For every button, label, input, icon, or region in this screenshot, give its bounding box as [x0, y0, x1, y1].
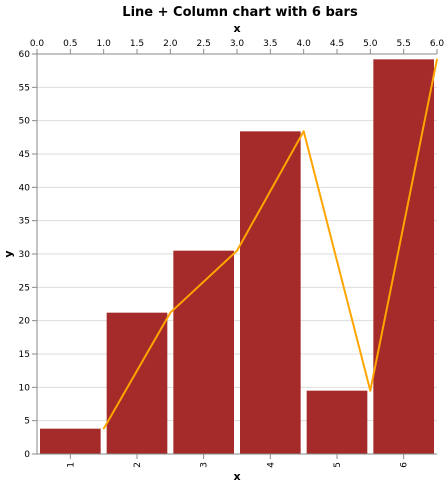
line-point-4	[369, 389, 372, 392]
y-tick-label-12: 60	[19, 50, 31, 60]
line-series	[102, 59, 438, 430]
y-tick-label-3: 15	[19, 350, 30, 360]
y-tick-label-1: 5	[24, 417, 30, 427]
line-layer	[102, 58, 438, 430]
top-x-tick-label-8: 4.0	[297, 39, 312, 49]
top-x-tick-label-11: 5.5	[397, 39, 411, 49]
line-point-3	[302, 130, 305, 133]
top-x-tick-label-3: 1.5	[130, 39, 144, 49]
y-tick-label-10: 50	[19, 117, 31, 127]
bottom-x-tick-label-2: 2	[133, 462, 143, 468]
y-tick-label-7: 35	[19, 217, 30, 227]
bottom-x-tick-label-5: 5	[333, 462, 343, 468]
y-axis-title: y	[2, 250, 15, 257]
top-x-tick-label-7: 3.5	[263, 39, 277, 49]
top-x-tick-label-6: 3.0	[230, 39, 245, 49]
y-tick-label-8: 40	[19, 183, 31, 193]
bar-4	[240, 131, 301, 455]
top-x-tick-label-4: 2.0	[163, 39, 178, 49]
y-tick-label-5: 25	[19, 283, 30, 293]
y-tick-label-6: 30	[19, 250, 31, 260]
y-tick-label-0: 0	[24, 450, 30, 460]
top-x-tick-label-1: 0.5	[63, 39, 77, 49]
line-point-2	[236, 249, 238, 252]
y-tick-label-11: 55	[19, 83, 30, 93]
bottom-x-axis-title: x	[233, 470, 240, 483]
top-x-tick-label-12: 6.0	[430, 39, 444, 49]
line-point-0	[102, 427, 105, 430]
top-x-tick-label-9: 4.5	[330, 39, 344, 49]
top-x-tick-label-10: 5.0	[363, 39, 378, 49]
bar-3	[173, 250, 234, 454]
bar-5	[306, 390, 368, 454]
bar-1	[40, 428, 101, 454]
top-x-tick-label-0: 0.0	[30, 39, 45, 49]
line-point-5	[436, 58, 438, 61]
bottom-x-tick-label-1: 1	[66, 462, 76, 468]
line-point-1	[169, 311, 172, 314]
top-x-axis-title: x	[233, 22, 240, 35]
top-x-tick-label-5: 2.5	[197, 39, 211, 49]
chart-title: Line + Column chart with 6 bars	[122, 5, 358, 20]
bars-layer	[40, 59, 434, 455]
y-tick-label-9: 45	[19, 150, 30, 160]
bottom-x-tick-label-4: 4	[266, 462, 276, 468]
y-tick-label-2: 10	[19, 383, 31, 393]
bottom-x-tick-label-3: 3	[200, 462, 210, 468]
y-tick-label-4: 20	[19, 317, 31, 327]
bottom-x-tick-label-6: 6	[400, 462, 410, 468]
top-x-tick-label-2: 1.0	[97, 39, 112, 49]
